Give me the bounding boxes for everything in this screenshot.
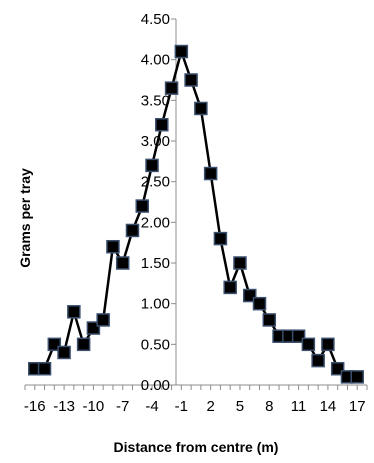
y-tick-label: 1.00 [141,296,170,313]
data-point [233,256,247,270]
y-tick-label: 2.00 [141,214,170,231]
data-point [164,81,179,95]
data-point [76,337,91,352]
data-point [67,305,81,319]
data-point [203,166,218,181]
data-point [57,345,71,360]
data-point [194,101,208,116]
data-point [145,158,159,173]
data-point [252,296,267,311]
x-axis-title: Distance from centre (m) [114,439,279,455]
data-point [47,337,62,352]
data-point [155,117,169,132]
data-point [125,223,140,238]
data-point [96,313,110,327]
x-tick-label: 11 [291,398,307,415]
data-point [135,199,150,213]
x-tick-label: -4 [145,398,158,415]
data-point [291,329,306,343]
labels-group: 0.00 0.50 1.00 1.50 2.00 2.50 3.00 3.50 4.00 4.50… [24,11,366,415]
y-tick-label: 4.00 [141,52,170,69]
x-tick-label: 2 [206,398,214,415]
y-tick-label: 3.00 [141,133,170,150]
data-point [321,337,335,352]
y-tick-label: 1.50 [141,255,170,272]
x-tick-label: 14 [320,398,337,415]
x-tick-label: -1 [175,398,188,415]
series-line [34,50,358,379]
y-tick-label: 0.00 [141,377,170,394]
x-tick-label: -7 [116,398,129,415]
data-point [223,280,237,295]
x-tick-label: 8 [265,398,273,415]
x-tick-label: -10 [83,398,105,415]
data-point [86,321,101,335]
y-tick-label: 2.50 [141,174,170,191]
x-tick-label: -16 [24,398,46,415]
series-group [28,44,364,384]
data-point [330,361,345,376]
data-point [262,313,277,327]
data-point [301,337,316,352]
data-point [115,256,130,270]
data-point [106,239,120,254]
x-tick-label: 17 [349,398,366,415]
y-tick-label: 3.50 [141,92,170,109]
x-tick-label: -13 [53,398,75,415]
data-point [213,231,228,246]
axes-group [24,18,368,390]
x-tick-label: 5 [236,398,244,415]
data-point [37,361,52,376]
data-point [174,44,189,59]
y-tick-label: 4.50 [141,11,170,28]
data-point [350,370,364,384]
data-point [311,353,325,368]
y-axis-title: Grams per tray [17,168,33,268]
data-point [242,288,257,303]
data-point [184,73,198,87]
y-tick-label: 0.50 [141,336,170,353]
